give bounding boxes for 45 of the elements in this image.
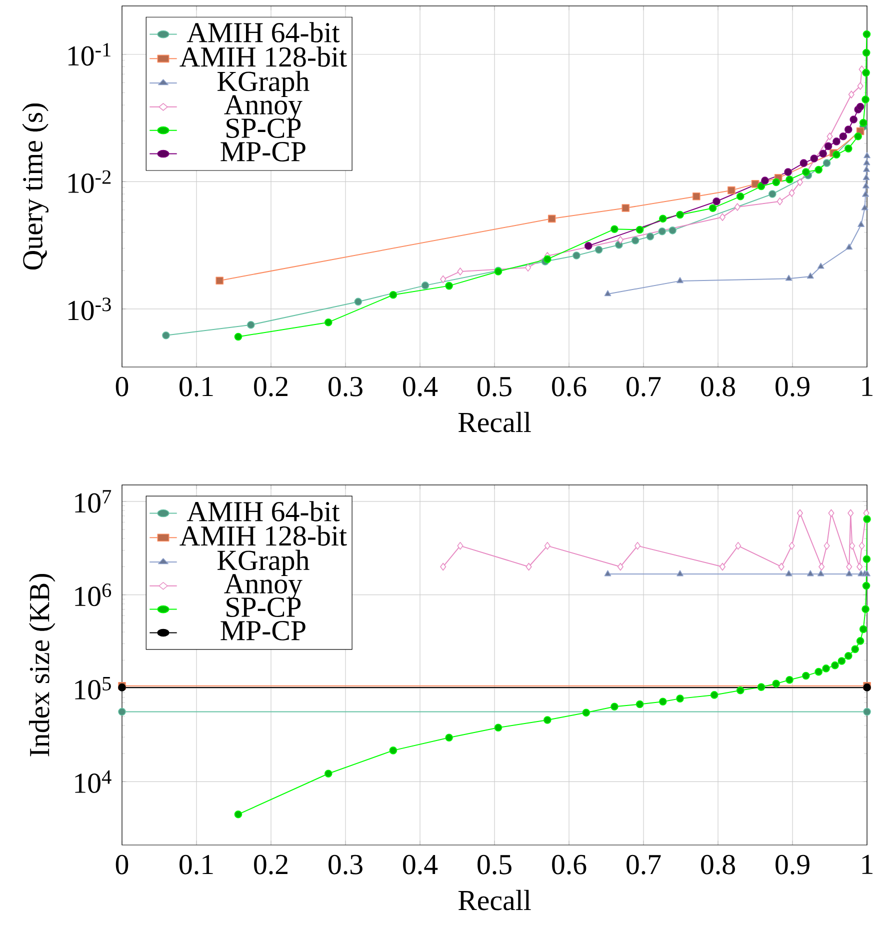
x-tick-label: 0.2 bbox=[254, 854, 288, 874]
x-tick-label: 1 bbox=[862, 854, 873, 874]
x-tick-label: 0.2 bbox=[254, 376, 288, 396]
y-axis-title: Index size (KB) bbox=[29, 574, 56, 756]
y-tick-label: 10$^{6}$ bbox=[75, 584, 112, 606]
legend-label: AMIH 128-bit bbox=[180, 525, 347, 546]
x-axis-title: Recall bbox=[458, 890, 531, 910]
legend-label: MP-CP bbox=[220, 621, 306, 640]
legend-label: Annoy bbox=[224, 95, 302, 121]
x-tick-label: 0.7 bbox=[626, 854, 661, 874]
x-tick-label: 0.3 bbox=[328, 376, 362, 396]
legend-label: KGraph bbox=[218, 550, 310, 576]
x-tick-label: 0.5 bbox=[478, 854, 512, 874]
x-tick-label: 0 bbox=[116, 376, 128, 396]
legend-label: SP-CP bbox=[226, 598, 301, 617]
x-tick-label: 0.1 bbox=[180, 376, 213, 396]
x-tick-label: 0.4 bbox=[403, 376, 438, 396]
x-tick-label: 0 bbox=[116, 854, 128, 874]
y-tick-label: 10$^{7}$ bbox=[75, 490, 112, 513]
y-tick-label: 10$^{-2}$ bbox=[68, 170, 111, 193]
x-tick-label: 0.4 bbox=[403, 854, 438, 874]
legend-label: SP-CP bbox=[226, 118, 301, 138]
x-tick-label: 0.3 bbox=[328, 854, 362, 874]
x-tick-label: 0.1 bbox=[180, 854, 213, 874]
legend-label: Annoy bbox=[224, 574, 302, 600]
x-tick-label: 0.7 bbox=[626, 376, 661, 396]
x-tick-label: 0.6 bbox=[552, 854, 586, 874]
y-tick-label: 10$^{-3}$ bbox=[68, 298, 111, 320]
x-tick-label: 0.8 bbox=[701, 854, 736, 874]
y-axis-title: Query time (s) bbox=[22, 104, 49, 270]
legend-label: AMIH 128-bit bbox=[180, 46, 347, 67]
x-tick-label: 0.9 bbox=[776, 854, 810, 874]
x-tick-label: 0.6 bbox=[552, 376, 586, 396]
legend-label: KGraph bbox=[218, 70, 310, 98]
x-axis-title: Recall bbox=[458, 412, 531, 432]
x-tick-label: 1 bbox=[862, 376, 873, 396]
x-tick-label: 0.5 bbox=[478, 376, 512, 396]
y-tick-label: 10$^{4}$ bbox=[75, 770, 112, 793]
x-tick-label: 0.8 bbox=[701, 376, 736, 396]
y-tick-label: 10$^{-1}$ bbox=[68, 43, 111, 66]
y-tick-label: 10$^{5}$ bbox=[75, 677, 111, 700]
legend-label: AMIH 64-bit bbox=[186, 501, 340, 522]
legend-label: AMIH 64-bit bbox=[186, 22, 340, 42]
x-tick-label: 0.9 bbox=[776, 376, 810, 396]
legend-label: MP-CP bbox=[220, 142, 306, 162]
